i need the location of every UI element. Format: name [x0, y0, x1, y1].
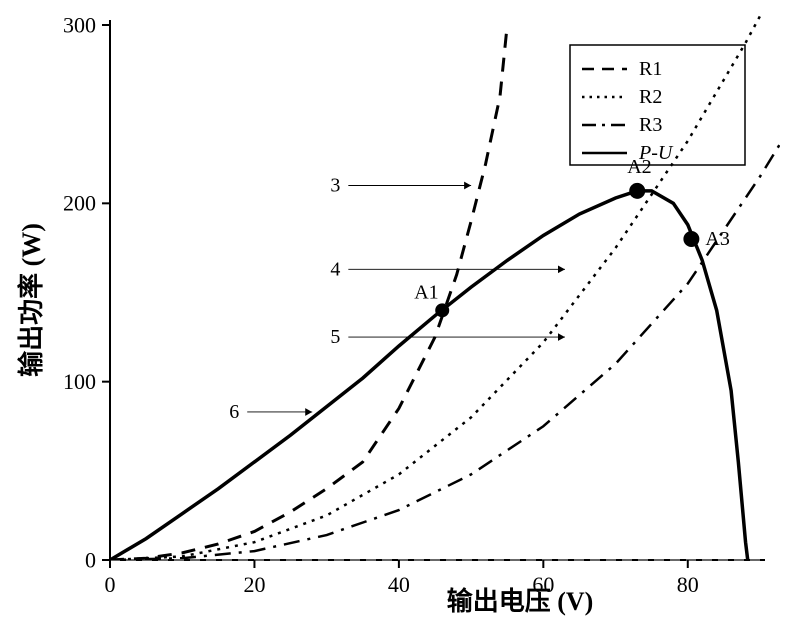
marker-A1: [435, 303, 449, 317]
x-tick-label: 40: [388, 572, 410, 597]
x-tick-label: 80: [677, 572, 699, 597]
series-P-U: [110, 191, 748, 560]
y-axis-label: 输出功率 (W): [16, 223, 46, 377]
legend-label-P-U: P-U: [638, 142, 674, 164]
x-tick-label: 20: [243, 572, 265, 597]
power-voltage-chart: 0204060800100200300输出电压 (V)输出功率 (W)A1A2A…: [0, 0, 800, 635]
marker-A3: [683, 231, 699, 247]
callout-label-3: 3: [330, 175, 340, 197]
callout-arrow-3: [464, 182, 471, 190]
x-axis-label: 输出电压 (V): [447, 586, 594, 616]
legend-label-R3: R3: [639, 114, 662, 136]
callout-arrow-5: [558, 333, 565, 341]
callout-label-6: 6: [229, 401, 239, 423]
callout-arrow-6: [305, 408, 312, 416]
y-tick-label: 0: [85, 547, 96, 572]
chart-svg: 0204060800100200300输出电压 (V)输出功率 (W)A1A2A…: [0, 0, 800, 635]
callout-arrow-4: [558, 265, 565, 273]
marker-A2: [629, 183, 645, 199]
legend-label-R2: R2: [639, 86, 662, 108]
marker-label-A1: A1: [414, 281, 438, 303]
y-tick-label: 100: [63, 369, 96, 394]
y-tick-label: 200: [63, 191, 96, 216]
legend-label-R1: R1: [639, 58, 662, 80]
callout-label-4: 4: [330, 258, 340, 280]
y-tick-label: 300: [63, 12, 96, 37]
callout-label-5: 5: [330, 326, 340, 348]
marker-label-A3: A3: [705, 228, 729, 250]
series-R1: [110, 25, 507, 560]
x-tick-label: 0: [105, 572, 116, 597]
